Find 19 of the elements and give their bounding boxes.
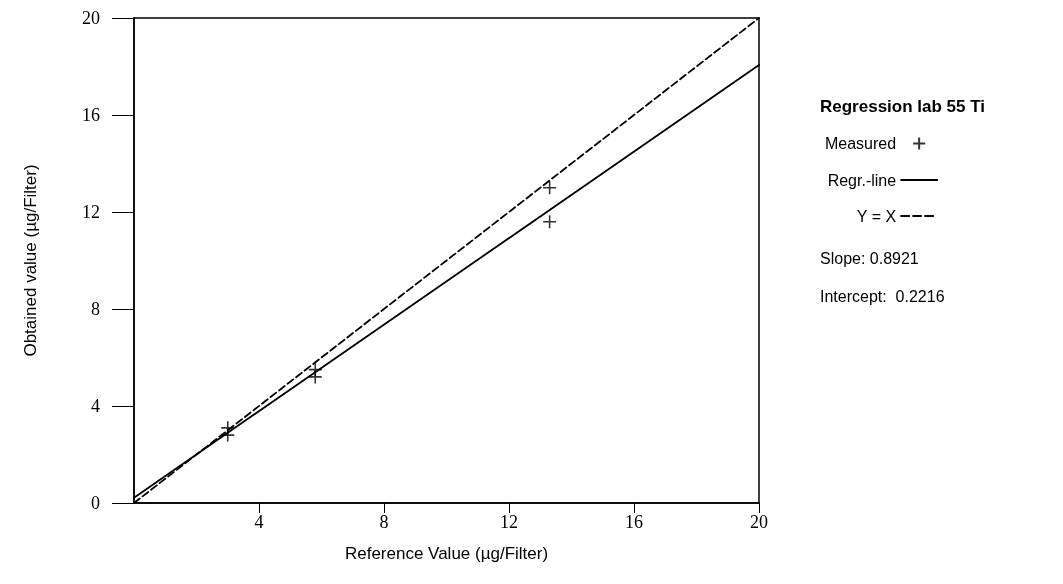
legend-title: Regression lab 55 Ti xyxy=(820,97,986,116)
legend-label: Measured xyxy=(824,135,897,152)
y-tick-label: 12 xyxy=(82,202,100,222)
y-tick-label: 16 xyxy=(82,105,100,125)
x-tick-label: 12 xyxy=(500,512,518,532)
x-tick-label: 20 xyxy=(750,512,768,532)
legend-label: Y = X xyxy=(856,207,897,225)
text: Intercept: 0.2216 xyxy=(820,287,945,305)
x-axis-title: Reference Value (µg/Filter) xyxy=(344,544,549,563)
y-tick-label: 20 xyxy=(82,8,100,28)
legend-label: Regr.-line xyxy=(827,171,897,189)
x-tick-label: 4 xyxy=(254,512,264,532)
x-tick-label: 8 xyxy=(379,512,389,532)
y-tick-label: 4 xyxy=(91,396,100,416)
text: Slope: 0.8921 xyxy=(820,249,919,267)
y-tick-label: 0 xyxy=(91,493,100,513)
y-tick-label: 8 xyxy=(91,299,100,319)
x-tick-label: 16 xyxy=(625,512,643,532)
y-axis-title: Obtained value (µg/Filter) xyxy=(21,164,40,357)
